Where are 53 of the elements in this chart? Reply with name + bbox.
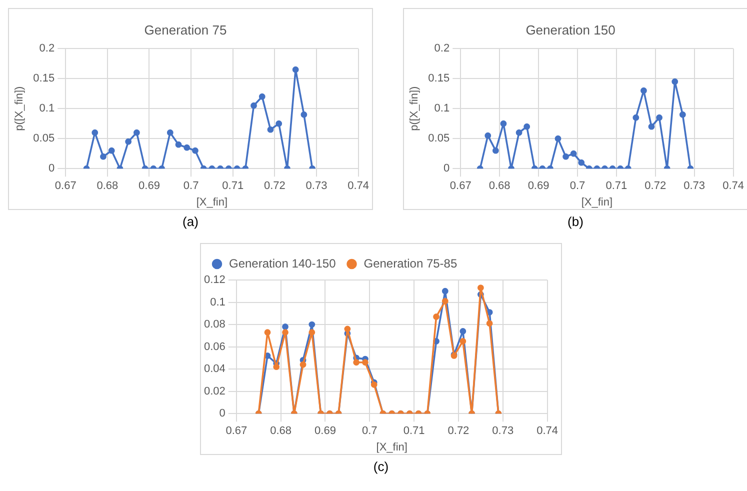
x-tick-label: 0.7 xyxy=(570,180,586,192)
x-tick-label: 0.72 xyxy=(644,180,666,192)
y-tick-label: 0.1 xyxy=(434,102,450,115)
y-tick-label: 0.08 xyxy=(204,318,226,331)
x-tick-label: 0.73 xyxy=(306,180,328,192)
text: (b) xyxy=(566,214,584,229)
x-tick-label: 0.69 xyxy=(314,425,336,438)
x-axis-title: [X_fin] xyxy=(376,441,408,454)
y-tick-label: 0.15 xyxy=(33,72,55,85)
x-tick-label: 0.72 xyxy=(264,180,286,192)
x-tick-label: 0.73 xyxy=(492,425,514,438)
y-tick-label: 0.02 xyxy=(204,385,226,398)
x-tick-label: 0.71 xyxy=(222,180,244,192)
y-axis-title: p([X_fin]) xyxy=(408,86,421,131)
chart-title: Generation 75 xyxy=(144,22,227,38)
y-tick-label: 0.1 xyxy=(39,102,55,115)
x-tick-label: 0.69 xyxy=(528,180,550,192)
x-tick-label: 0.7 xyxy=(183,180,199,192)
x-tick-label: 0.68 xyxy=(488,180,510,192)
x-tick-label: 0.72 xyxy=(448,425,470,438)
x-tick-label: 0.7 xyxy=(362,425,378,438)
y-tick-label: 0.04 xyxy=(204,363,226,376)
y-tick-label: 0.1 xyxy=(210,296,226,308)
legend-label: Generation 140-150 xyxy=(229,256,336,270)
chart-title: Generation 150 xyxy=(526,22,616,38)
y-tick-label: 0.06 xyxy=(204,340,226,353)
y-tick-label: 0.15 xyxy=(428,72,450,85)
y-tick-label: 0 xyxy=(443,162,450,175)
x-tick-label: 0.68 xyxy=(270,425,292,438)
x-axis-title: [X_fin] xyxy=(581,196,613,208)
y-tick-label: 0.12 xyxy=(204,274,226,286)
x-tick-label: 0.71 xyxy=(403,425,425,438)
x-tick-label: 0.74 xyxy=(536,425,558,438)
x-tick-label: 0.69 xyxy=(138,180,160,192)
text: (a) xyxy=(182,214,200,229)
y-tick-label: 0 xyxy=(48,162,55,175)
x-tick-label: 0.74 xyxy=(722,180,744,192)
x-tick-label: 0.67 xyxy=(226,425,248,438)
x-tick-label: 0.67 xyxy=(54,180,76,192)
y-tick-label: 0.2 xyxy=(39,42,55,55)
x-axis-title: [X_fin] xyxy=(196,196,228,208)
legend-label: Generation 75-85 xyxy=(364,256,458,270)
y-tick-label: 0 xyxy=(219,408,226,420)
x-tick-label: 0.73 xyxy=(684,180,706,192)
text: (c) xyxy=(372,459,390,474)
y-tick-label: 0.2 xyxy=(434,42,450,55)
x-tick-label: 0.71 xyxy=(606,180,628,192)
x-tick-label: 0.74 xyxy=(348,180,370,192)
x-tick-label: 0.67 xyxy=(450,180,472,192)
y-tick-label: 0.05 xyxy=(428,132,450,145)
y-tick-label: 0.05 xyxy=(33,132,55,145)
x-tick-label: 0.68 xyxy=(96,180,118,192)
y-axis-title: p([X_fin]) xyxy=(14,86,26,131)
